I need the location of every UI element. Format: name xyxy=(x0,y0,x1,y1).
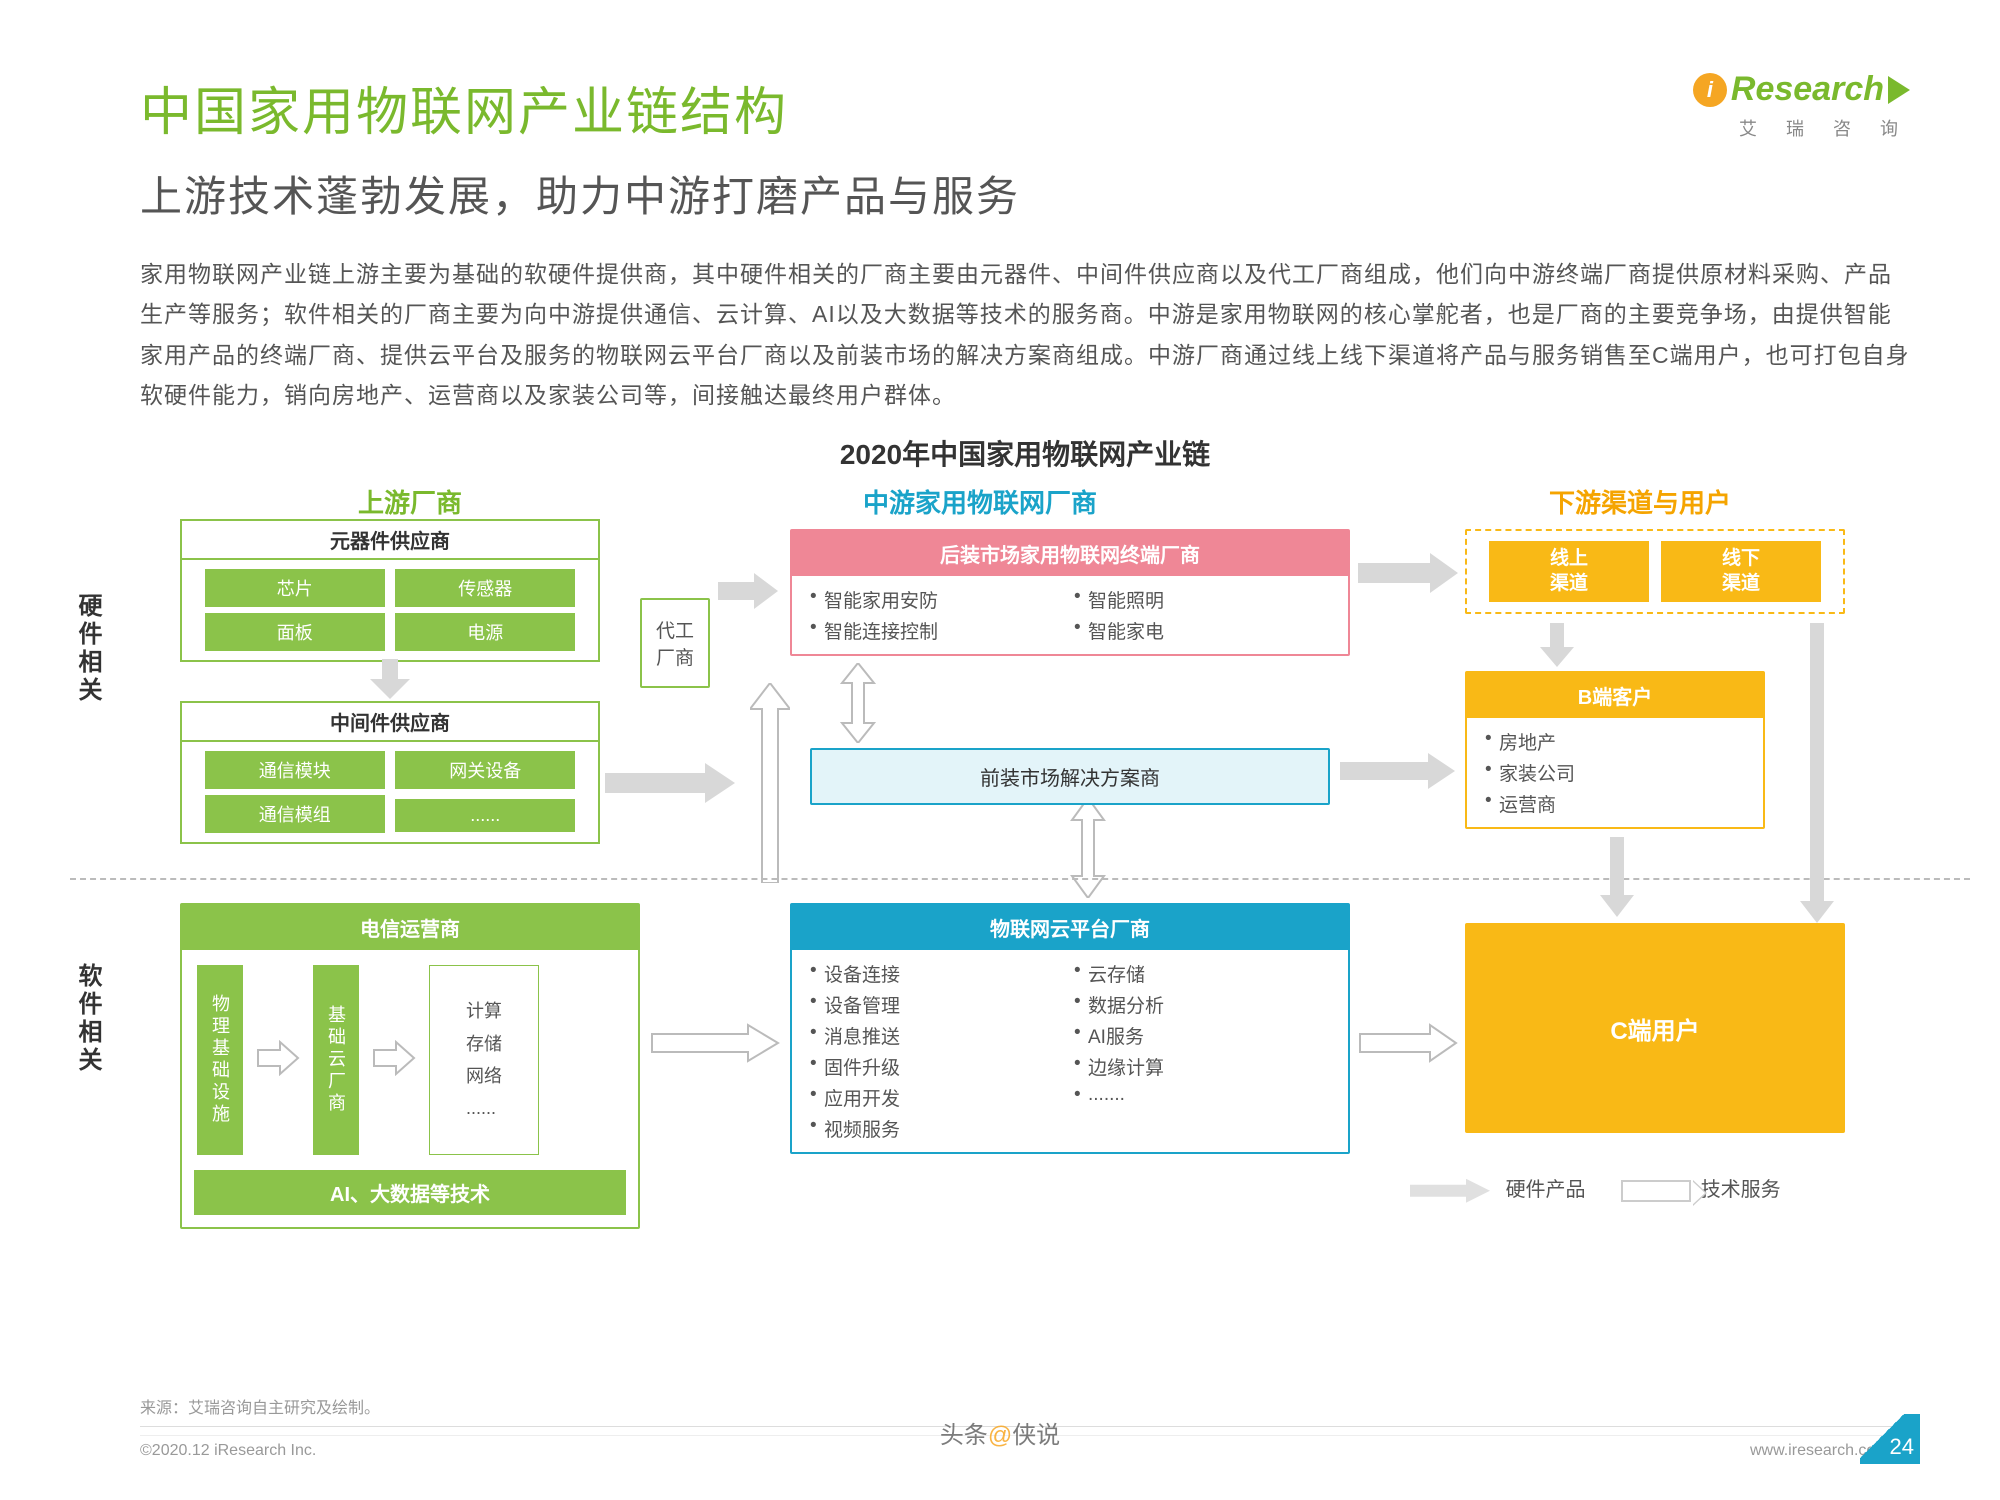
label-hardware: 硬件相关 xyxy=(70,593,105,705)
arrow-bi-icon xyxy=(840,663,876,748)
col-infra: 物理基础设施 xyxy=(197,965,243,1155)
box-solution: 前装市场解决方案商 xyxy=(810,748,1330,805)
tag-power: 电源 xyxy=(395,613,575,651)
terminal-title: 后装市场家用物联网终端厂商 xyxy=(792,531,1348,576)
industry-chain-diagram: 上游厂商 中游家用物联网厂商 下游渠道与用户 硬件相关 软件相关 元器件供应商 … xyxy=(140,483,1910,1243)
legend-hw: 硬件产品 xyxy=(1506,1179,1586,1201)
ai-bigdata: AI、大数据等技术 xyxy=(194,1170,626,1215)
label-software: 软件相关 xyxy=(70,963,105,1075)
logo-triangle-icon xyxy=(1888,76,1910,104)
tag-sensor: 传感器 xyxy=(395,569,575,607)
arrow-right-outline-icon xyxy=(650,1023,780,1068)
arrow-down-icon-4 xyxy=(1600,837,1634,922)
box-terminal: 后装市场家用物联网终端厂商 智能家用安防智能照明 智能连接控制智能家电 xyxy=(790,529,1350,656)
box-telecom: 电信运营商 物理基础设施 基础云厂商 计算 存储 网络 ...... AI、大数… xyxy=(180,903,640,1229)
legend: 硬件产品 技术服务 xyxy=(1400,1173,1781,1203)
arrow-right-icon xyxy=(605,763,735,808)
tag-comm-grp: 通信模组 xyxy=(205,795,385,833)
logo: i Research 艾 瑞 咨 询 xyxy=(1693,70,1910,141)
chart-title: 2020年中国家用物联网产业链 xyxy=(140,433,1910,473)
box-cloud: 物联网云平台厂商 设备连接云存储 设备管理数据分析 消息推送AI服务 固件升级边… xyxy=(790,903,1350,1154)
box-middleware-title: 中间件供应商 xyxy=(180,701,600,740)
arrow-right-icon-4 xyxy=(1340,753,1455,794)
page-subtitle: 上游技术蓬勃发展，助力中游打磨产品与服务 xyxy=(140,163,1020,224)
arrow-right-icon-3 xyxy=(1358,553,1458,598)
col-downstream: 下游渠道与用户 xyxy=(1470,483,1810,520)
watermark: 头条@侠说 xyxy=(940,1415,1060,1450)
arrow-bi-icon-2 xyxy=(1070,798,1106,903)
b-items: 房地产 家装公司 运营商 xyxy=(1467,718,1763,827)
arrow-right-outline-icon-2 xyxy=(1358,1023,1458,1068)
col-midstream: 中游家用物联网厂商 xyxy=(780,483,1180,520)
logo-i-icon: i xyxy=(1693,73,1727,107)
logo-cn: 艾 瑞 咨 询 xyxy=(1693,115,1910,141)
tag-gateway: 网关设备 xyxy=(395,751,575,789)
legend-hw-arrow-icon xyxy=(1410,1179,1490,1203)
arrow-up-icon xyxy=(750,683,790,888)
divider-dashed xyxy=(70,878,1970,880)
col-compute: 计算 存储 网络 ...... xyxy=(429,965,539,1155)
legend-svc: 技术服务 xyxy=(1701,1179,1781,1201)
tag-panel: 面板 xyxy=(205,613,385,651)
channel-offline: 线下 渠道 xyxy=(1661,541,1821,602)
channel-online: 线上 渠道 xyxy=(1489,541,1649,602)
box-c-user: C端用户 xyxy=(1465,923,1845,1133)
arrow-down-icon xyxy=(370,659,410,704)
body-paragraph: 家用物联网产业链上游主要为基础的软硬件提供商，其中硬件相关的厂商主要由元器件、中… xyxy=(140,254,1910,415)
copyright: ©2020.12 iResearch Inc. xyxy=(140,1442,316,1460)
arrow-right-small-icon xyxy=(256,1040,300,1081)
box-b-customer: B端客户 房地产 家装公司 运营商 xyxy=(1465,671,1765,829)
telecom-title: 电信运营商 xyxy=(182,905,638,950)
box-oem: 代工 厂商 xyxy=(640,598,710,688)
logo-text: Research xyxy=(1731,70,1884,109)
b-title: B端客户 xyxy=(1467,673,1763,718)
arrow-right-small-icon-2 xyxy=(372,1040,416,1081)
col-upstream: 上游厂商 xyxy=(270,483,550,520)
tag-comm-mod: 通信模块 xyxy=(205,751,385,789)
cloud-title: 物联网云平台厂商 xyxy=(792,905,1348,950)
arrow-right-icon-2 xyxy=(718,573,778,614)
cloud-items: 设备连接云存储 设备管理数据分析 消息推送AI服务 固件升级边缘计算 应用开发.… xyxy=(792,950,1348,1152)
page-title: 中国家用物联网产业链结构 xyxy=(140,70,1020,145)
box-middleware: 中间件供应商 通信模块 网关设备 通信模组 ...... xyxy=(180,701,600,844)
arrow-down-icon-3 xyxy=(1800,623,1834,928)
tag-etc: ...... xyxy=(395,799,575,832)
terminal-items: 智能家用安防智能照明 智能连接控制智能家电 xyxy=(792,576,1348,654)
col-cloud-vendor: 基础云厂商 xyxy=(313,965,359,1155)
legend-svc-arrow-icon xyxy=(1621,1180,1691,1202)
box-components: 元器件供应商 芯片 传感器 面板 电源 xyxy=(180,519,600,662)
box-components-title: 元器件供应商 xyxy=(180,519,600,558)
page-number: 24 xyxy=(1860,1414,1920,1464)
arrow-down-icon-2 xyxy=(1540,623,1574,672)
tag-chip: 芯片 xyxy=(205,569,385,607)
box-channels: 线上 渠道 线下 渠道 xyxy=(1465,529,1845,614)
